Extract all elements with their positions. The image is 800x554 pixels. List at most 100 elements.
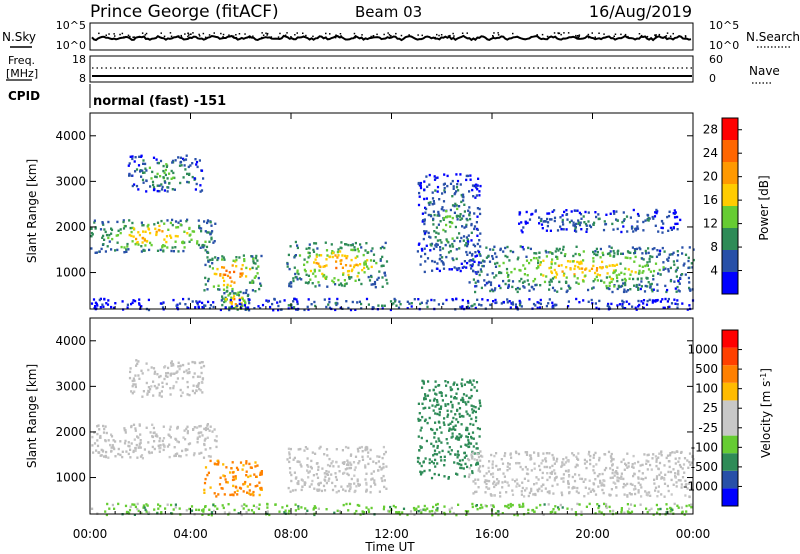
velocity-cell [620, 510, 623, 514]
velocity-cell [133, 390, 136, 393]
power-cell [489, 281, 493, 284]
velocity-cell [430, 460, 434, 463]
power-cell [578, 301, 581, 304]
power-cell [649, 255, 652, 258]
power-cell [445, 255, 448, 259]
velocity-cell [97, 424, 100, 427]
power-cell [605, 276, 608, 279]
velocity-cell [237, 512, 240, 515]
nsky-point [395, 32, 397, 35]
nsky-point [340, 35, 342, 37]
power-cell [210, 238, 213, 241]
velocity-cell [511, 489, 514, 492]
velocity-cell [319, 481, 322, 485]
power-cell [317, 281, 320, 284]
velocity-cell [133, 379, 136, 382]
power-cell [511, 303, 514, 306]
velocity-cell [588, 479, 591, 482]
velocity-cell [183, 370, 186, 374]
power-cell [197, 306, 200, 309]
power-cell [478, 303, 481, 306]
power-cell [596, 279, 599, 282]
power-cell [200, 189, 204, 192]
power-cell [306, 305, 309, 309]
velocity-cell [485, 472, 488, 475]
power-cell [337, 254, 340, 257]
power-cell [259, 282, 262, 285]
power-cell [532, 280, 535, 283]
velocity-cell [478, 427, 481, 431]
velocity-cell [211, 430, 214, 433]
velocity-cell [137, 509, 140, 513]
velocity-cell [542, 452, 545, 455]
velocity-cell [677, 473, 680, 476]
velocity-cell [210, 514, 213, 517]
velocity-cell [419, 445, 422, 448]
velocity-cell [331, 460, 334, 463]
velocity-cell [420, 464, 423, 468]
nsky-point [575, 34, 577, 37]
power-cell [199, 246, 202, 249]
power-cell [130, 302, 133, 306]
velocity-cell [156, 373, 159, 376]
power-cell [540, 217, 543, 221]
velocity-cell [252, 494, 255, 497]
velocity-cell [505, 505, 509, 508]
velocity-cell [173, 446, 176, 449]
velocity-cell [164, 374, 168, 378]
power-cell [238, 302, 241, 306]
velocity-cell [162, 437, 166, 440]
power-cell [177, 221, 180, 224]
velocity-cell [436, 507, 439, 510]
velocity-colorbar-swatch [722, 382, 738, 401]
power-cell [298, 277, 301, 280]
velocity-cell [626, 495, 629, 498]
power-cell [224, 306, 227, 309]
velocity-cell [491, 460, 494, 463]
power-cell [133, 183, 136, 186]
power-cell [228, 271, 231, 274]
power-cell [557, 264, 560, 267]
power-cell [465, 225, 468, 228]
velocity-cell [453, 381, 456, 384]
nsky-point [132, 36, 134, 38]
velocity-cell [378, 490, 381, 493]
velocity-cell [465, 454, 468, 457]
velocity-cell [652, 513, 655, 516]
power-cell [673, 209, 676, 212]
power-cell [372, 253, 376, 256]
power-cell [584, 268, 587, 271]
velocity-cell [325, 448, 329, 451]
velocity-cell [222, 506, 225, 510]
power-cell [629, 216, 632, 219]
power-cell [656, 210, 659, 213]
velocity-cell [195, 389, 198, 393]
power-cell [554, 276, 557, 279]
velocity-cell [567, 460, 570, 463]
y-tick-label: 3000 [55, 379, 86, 393]
velocity-cell [392, 504, 395, 508]
velocity-cell [598, 473, 601, 476]
velocity-cell [674, 472, 677, 475]
power-cell [514, 303, 517, 306]
power-cell [180, 164, 183, 167]
velocity-cell [420, 436, 423, 440]
nsky-trace [91, 34, 692, 42]
power-cell [370, 265, 373, 269]
power-cell [548, 283, 551, 286]
velocity-cell [444, 403, 447, 406]
power-cell [477, 270, 480, 274]
velocity-cell [238, 486, 242, 490]
velocity-cell [327, 479, 330, 482]
power-cell [565, 209, 568, 212]
power-cell [602, 228, 606, 232]
power-cell [625, 215, 629, 218]
velocity-cell [306, 457, 309, 460]
velocity-cell [490, 453, 493, 457]
power-cell [140, 305, 143, 308]
velocity-cell [174, 454, 177, 457]
velocity-cell [317, 507, 320, 510]
velocity-cell [292, 458, 295, 461]
velocity-cell [562, 477, 565, 480]
velocity-cell [147, 441, 150, 444]
